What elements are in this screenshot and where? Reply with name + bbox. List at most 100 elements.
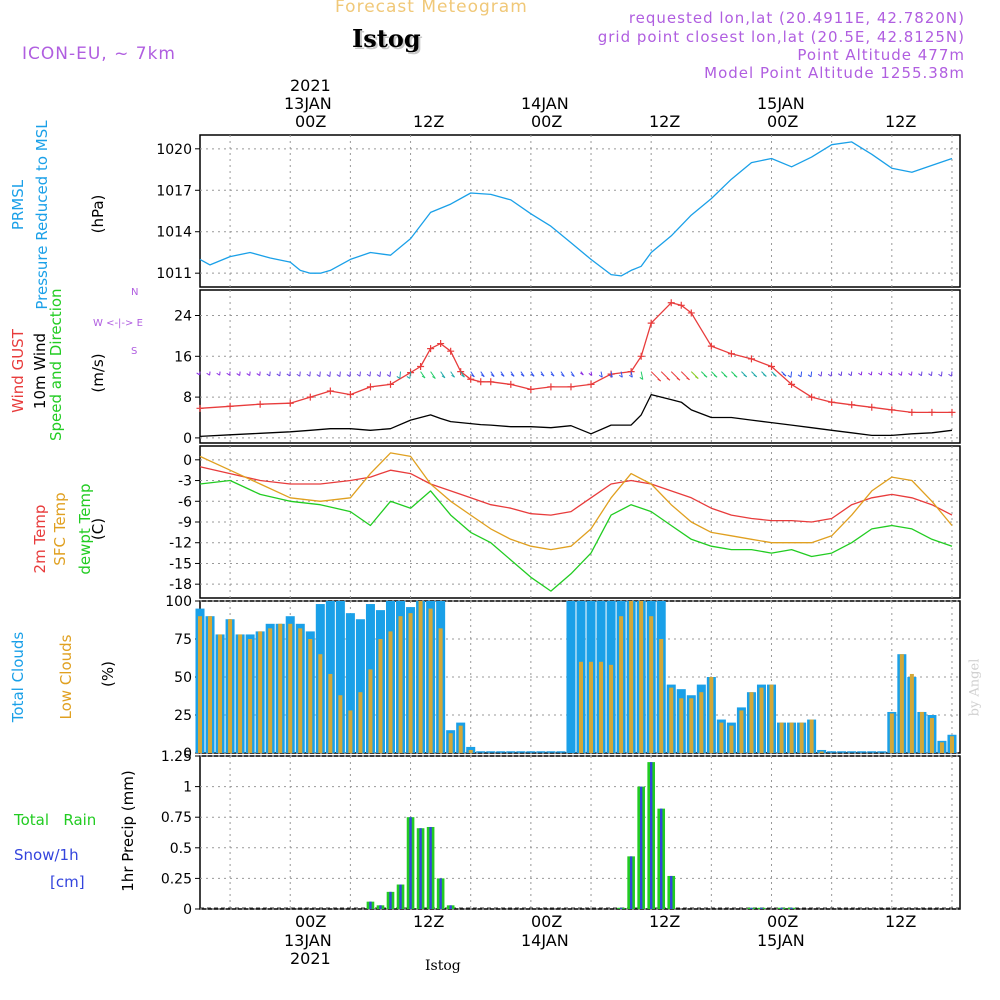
wind-arrow-head [657, 378, 661, 382]
bar-total-rain [416, 828, 425, 909]
wind-arrow [650, 371, 662, 382]
bar-low-clouds [268, 628, 273, 753]
bar-low-clouds [358, 692, 363, 753]
wind-arrow [580, 371, 584, 376]
label-hpa: (hPa) [89, 194, 107, 234]
bar-low-clouds [649, 616, 654, 753]
wind-arrow [761, 371, 767, 377]
wind-arrow [781, 371, 787, 377]
ytick-label-clouds: 25 [174, 708, 192, 724]
series-2m-temp [199, 466, 953, 523]
wind-arrow-head [938, 373, 942, 377]
bar-low-clouds [438, 628, 443, 753]
bar-snow [439, 878, 442, 909]
wind-arrow [560, 371, 565, 377]
wind-arrow-head [256, 373, 261, 376]
panel-frame-wind [199, 289, 961, 444]
wind-arrow [500, 371, 505, 377]
bar-low-clouds [468, 749, 473, 753]
bar-total-clouds [716, 719, 726, 753]
wind-arrow-head [296, 373, 301, 377]
bar-total-clouds [746, 692, 756, 753]
gust-marker [677, 301, 685, 309]
bar-snow [389, 891, 392, 909]
wind-arrow-head [723, 374, 728, 378]
bar-low-clouds [639, 601, 644, 753]
wind-arrow [570, 371, 575, 377]
gust-marker [948, 408, 956, 416]
gust-marker [547, 383, 555, 391]
bar-total-clouds [917, 711, 927, 753]
wind-arrow-head [366, 373, 371, 377]
label-sfc-temp: SFC Temp [51, 492, 69, 566]
bar-total-rain [396, 884, 405, 909]
bar-low-clouds [609, 664, 614, 753]
bar-low-clouds [749, 692, 754, 753]
bar-low-clouds [769, 684, 774, 753]
bar-total-clouds [586, 601, 596, 753]
bar-total-clouds [756, 684, 766, 753]
ytick-label-temperature: -6 [178, 494, 192, 510]
wind-arrow-head [432, 376, 436, 379]
wind-arrow [339, 371, 341, 377]
top-tick-0: 00Z [295, 112, 327, 131]
gust-marker [226, 402, 234, 410]
panel-frame-clouds [199, 600, 961, 754]
gust-marker [417, 363, 425, 370]
wind-arrow-head [888, 372, 892, 376]
bar-low-clouds [619, 616, 624, 753]
bar-low-clouds [228, 619, 233, 753]
gust-marker [527, 385, 535, 393]
series-prmsl [199, 141, 953, 277]
bar-total-clouds [907, 677, 917, 753]
bar-total-clouds [766, 684, 777, 753]
panel-frame-precipitation [199, 755, 961, 910]
bar-low-clouds [378, 639, 383, 753]
wind-arrow-head [561, 374, 565, 377]
wind-arrow-head [713, 374, 718, 378]
wind-arrow [810, 371, 813, 377]
bottom-tick-5: 12Z [885, 912, 917, 931]
gust-marker [256, 400, 264, 408]
series-sfc-temp [199, 452, 953, 551]
bar-low-clouds [729, 725, 734, 753]
bar-total-clouds [887, 711, 897, 753]
bar-low-clouds [328, 673, 333, 753]
wind-arrow-head [386, 374, 391, 377]
gust-marker [437, 340, 445, 348]
ytick-label-precipitation: 0.5 [170, 841, 192, 857]
gust-marker [587, 380, 595, 388]
gust-marker [908, 408, 916, 416]
wind-arrow-head [266, 373, 271, 377]
wind-arrow-head [471, 374, 475, 378]
bar-total-clouds [937, 740, 947, 753]
wind-arrow-head [703, 374, 708, 378]
wind-arrow-head [571, 374, 575, 377]
wind-arrow [670, 371, 681, 381]
bar-total-clouds [456, 722, 466, 753]
wind-arrow-head [733, 374, 738, 378]
bottom-tick-0: 00Z [295, 912, 327, 931]
bar-snow [750, 907, 753, 909]
bar-total-rain [667, 875, 676, 909]
wind-arrow [771, 371, 777, 377]
gust-marker [457, 368, 465, 376]
compass-n: N [131, 287, 139, 298]
ytick-label-temperature: -12 [169, 536, 192, 552]
model-label: ICON-EU, ~ 7km [22, 44, 176, 64]
bar-total-clouds [355, 619, 365, 753]
top-tick-2: 00Z [531, 112, 563, 131]
top-date-14jan: 14JAN [521, 94, 569, 113]
gust-marker [407, 369, 415, 377]
wind-arrow-head [629, 374, 633, 378]
bar-low-clouds [949, 736, 954, 753]
gust-marker [637, 352, 645, 360]
bar-total-rain [757, 907, 766, 909]
label-pressure-msl: Pressure Reduced to MSL [33, 120, 51, 310]
bar-total-clouds [245, 634, 255, 753]
wind-arrow [640, 371, 644, 380]
bar-low-clouds [919, 711, 924, 753]
wind-arrow [409, 371, 412, 379]
wind-arrow [721, 371, 728, 378]
gust-marker [667, 299, 675, 307]
